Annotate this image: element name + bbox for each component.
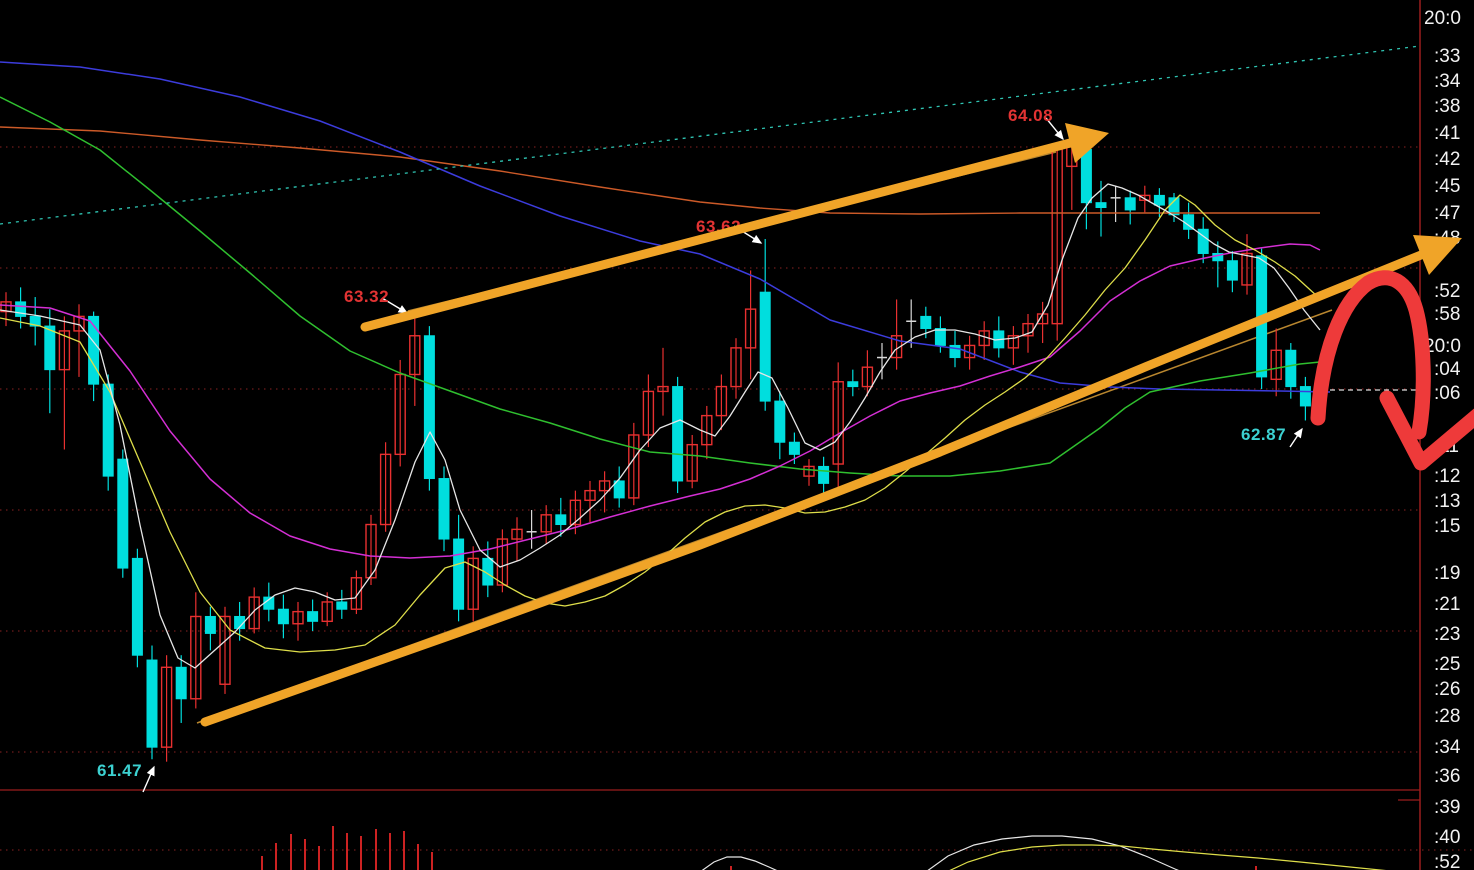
time-label: :34 [1434,737,1461,758]
time-label: :12 [1434,466,1460,487]
candles [0,127,1325,762]
ma-orange [0,126,1320,215]
time-label: :36 [1434,766,1460,787]
time-label: 20:0 [1424,8,1461,29]
time-label: :40 [1434,827,1460,848]
time-label: :47 [1434,203,1460,224]
time-label: :33 [1434,46,1460,67]
time-label: :25 [1434,654,1460,675]
thin-channel-lines [196,151,1333,724]
grid-lines [0,146,1474,851]
ma-magenta [0,243,1321,559]
price-label-64-08: 64.08 [1008,106,1053,125]
dotted-resistance-line [0,45,1421,225]
time-label: :52 [1434,281,1460,302]
time-label: :04 [1434,359,1461,380]
ma-white [0,183,1321,669]
time-label: :42 [1434,149,1460,170]
ma-blue [0,61,1331,393]
price-label-63-32: 63.32 [344,287,389,306]
time-label: :38 [1434,96,1460,117]
time-label: :13 [1434,491,1460,512]
time-label: :39 [1434,797,1460,818]
time-label: :45 [1434,176,1460,197]
trend-channel-arrows[interactable] [200,123,1462,727]
time-label: :34 [1434,71,1461,92]
ma-yellow [0,194,1319,653]
price-label-62-87: 62.87 [1241,425,1286,444]
time-label: :26 [1434,679,1460,700]
time-label: :41 [1434,123,1460,144]
volume-sub-panel [261,826,1387,870]
axis-and-dividers [0,0,1421,870]
time-label: :28 [1434,706,1460,727]
time-label: :06 [1434,383,1460,404]
annotation-arrows [142,117,1303,793]
time-label: 20:0 [1424,336,1461,357]
time-label: :19 [1434,563,1460,584]
time-label: :21 [1434,594,1460,615]
moving-average-lines [0,61,1331,669]
time-label: :58 [1434,304,1460,325]
time-label: :52 [1434,852,1460,870]
time-label: :15 [1434,516,1460,537]
time-label: :23 [1434,624,1460,645]
freehand-red-arrow[interactable] [1310,270,1474,471]
price-label-61-47: 61.47 [97,761,142,780]
ma-green [0,96,1321,477]
